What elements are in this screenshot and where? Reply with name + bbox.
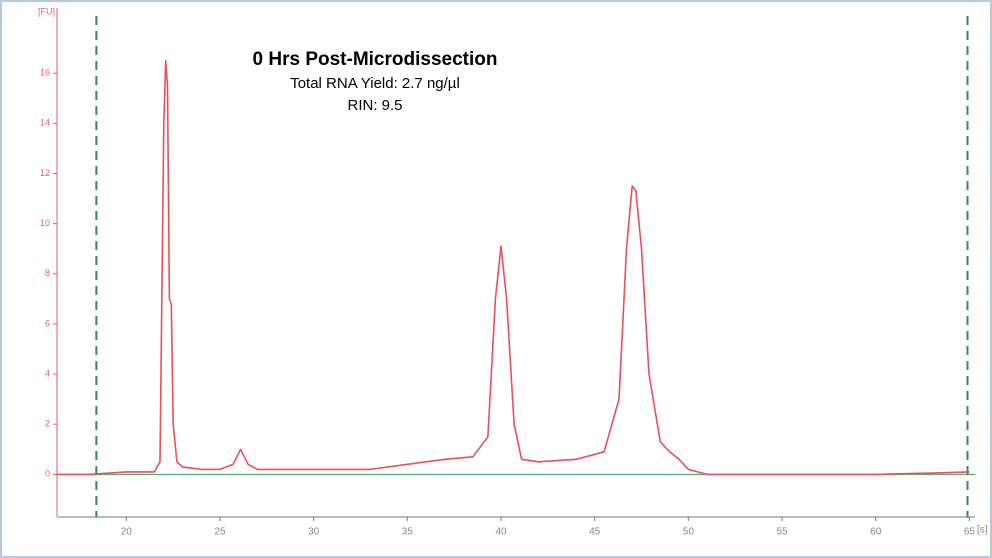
y-tick-label: 8 — [45, 268, 50, 278]
y-tick-label: 10 — [40, 218, 50, 228]
x-tick-label: 50 — [683, 527, 695, 538]
y-tick-label: 6 — [45, 318, 50, 328]
x-tick-label: 45 — [589, 527, 601, 538]
trace — [57, 59, 970, 476]
chart-subtitle: RIN: 9.5 — [347, 97, 402, 114]
x-tick-label: 25 — [214, 527, 226, 538]
x-tick-label: 20 — [121, 527, 133, 538]
y-tick-label: 14 — [40, 118, 50, 128]
x-tick-label: 30 — [308, 527, 320, 538]
chart-subtitle: Total RNA Yield: 2.7 ng/µl — [290, 75, 460, 92]
y-tick-label: 0 — [45, 469, 50, 479]
y-tick-label: 2 — [45, 419, 50, 429]
x-tick-label: 35 — [402, 527, 414, 538]
y-tick-label: 16 — [40, 68, 50, 78]
y-axis-label: [FU] — [38, 6, 55, 16]
x-tick-label: 40 — [495, 527, 507, 538]
x-axis-label: [s] — [977, 525, 988, 536]
y-tick-label: 4 — [45, 368, 50, 378]
chart-title: 0 Hrs Post-Microdissection — [253, 49, 498, 70]
x-tick-label: 60 — [870, 527, 882, 538]
y-tick-label: 12 — [40, 168, 50, 178]
x-tick-label: 55 — [776, 527, 788, 538]
x-tick-label: 65 — [964, 527, 976, 538]
